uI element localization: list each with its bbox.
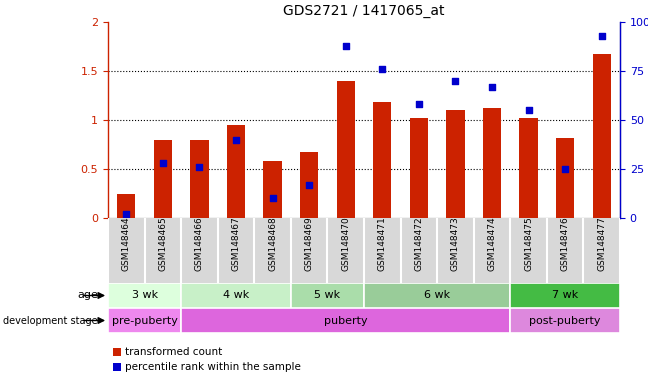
Bar	[181, 308, 510, 333]
Text: percentile rank within the sample: percentile rank within the sample	[125, 362, 301, 372]
Point	[341, 43, 351, 49]
Point	[377, 66, 388, 72]
Bar	[181, 283, 291, 308]
Text: 7 wk: 7 wk	[552, 291, 578, 301]
Bar	[510, 283, 620, 308]
Bar	[108, 283, 181, 308]
Bar	[227, 125, 245, 218]
Point	[524, 107, 534, 113]
Bar	[336, 81, 355, 218]
Bar	[410, 118, 428, 218]
Bar	[191, 140, 209, 218]
Text: GDS2721 / 1417065_at: GDS2721 / 1417065_at	[283, 4, 445, 18]
Bar	[117, 194, 135, 218]
Bar	[510, 308, 620, 333]
Bar	[592, 55, 611, 218]
Point	[121, 211, 132, 217]
Point	[157, 160, 168, 166]
Bar	[154, 140, 172, 218]
Text: 3 wk: 3 wk	[132, 291, 157, 301]
Text: 6 wk: 6 wk	[424, 291, 450, 301]
Text: pre-puberty: pre-puberty	[111, 316, 178, 326]
Point	[597, 33, 607, 39]
Point	[231, 137, 241, 143]
Bar	[108, 308, 181, 333]
Text: puberty: puberty	[324, 316, 367, 326]
Text: 4 wk: 4 wk	[223, 291, 249, 301]
Text: transformed count: transformed count	[125, 347, 222, 357]
Point	[304, 182, 314, 188]
Bar	[446, 110, 465, 218]
Bar	[291, 283, 364, 308]
Bar	[264, 161, 282, 218]
Bar	[300, 152, 318, 218]
Text: 5 wk: 5 wk	[314, 291, 340, 301]
Text: age: age	[77, 291, 98, 301]
Point	[487, 84, 497, 90]
Point	[268, 195, 278, 202]
Bar	[373, 103, 391, 218]
Point	[450, 78, 461, 84]
Point	[194, 164, 205, 170]
Bar	[556, 137, 574, 218]
Text: post-puberty: post-puberty	[529, 316, 601, 326]
Point	[560, 166, 570, 172]
Bar	[520, 118, 538, 218]
Text: development stage: development stage	[3, 316, 98, 326]
Point	[413, 101, 424, 108]
Bar	[364, 283, 510, 308]
Bar	[483, 108, 501, 218]
